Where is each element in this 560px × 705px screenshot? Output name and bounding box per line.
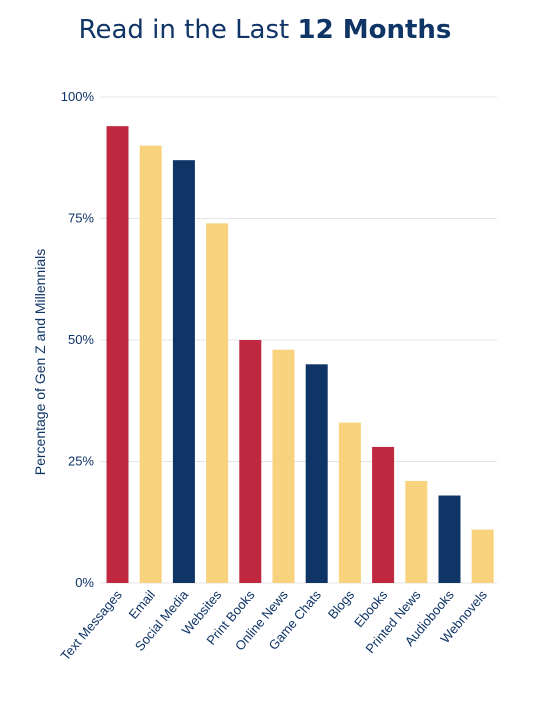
- bar-email: [139, 145, 162, 583]
- x-tick-label: Email: [126, 587, 158, 622]
- bar-websites: [206, 223, 229, 584]
- bars: [106, 126, 494, 584]
- bar-game-chats: [305, 364, 328, 583]
- y-tick-label: 100%: [61, 89, 95, 104]
- chart-title-bold: 12 Months: [298, 15, 452, 45]
- chart-title: Read in the Last 12 Months: [79, 15, 452, 45]
- bar-audiobooks: [438, 495, 461, 583]
- y-axis-label: Percentage of Gen Z and Millennials: [32, 249, 48, 475]
- bar-print-books: [239, 340, 262, 583]
- bar-blogs: [338, 422, 361, 583]
- y-tick-label: 50%: [68, 332, 94, 347]
- bar-webnovels: [471, 529, 494, 583]
- y-tick-label: 75%: [68, 211, 94, 226]
- y-axis-ticks: 0% 25% 50% 75% 100%: [61, 89, 95, 590]
- grid-lines: [100, 96, 497, 584]
- chart-title-regular: Read in the Last: [79, 15, 298, 45]
- x-tick-label: Blogs: [325, 587, 358, 622]
- bar-ebooks: [372, 446, 395, 583]
- x-tick-label: Text Messages: [58, 587, 126, 663]
- y-tick-label: 0%: [75, 575, 94, 590]
- bar-online-news: [272, 349, 295, 583]
- bar-text-messages: [106, 126, 129, 583]
- bar-printed-news: [405, 480, 428, 583]
- y-tick-label: 25%: [68, 454, 94, 469]
- bar-social-media: [172, 160, 195, 583]
